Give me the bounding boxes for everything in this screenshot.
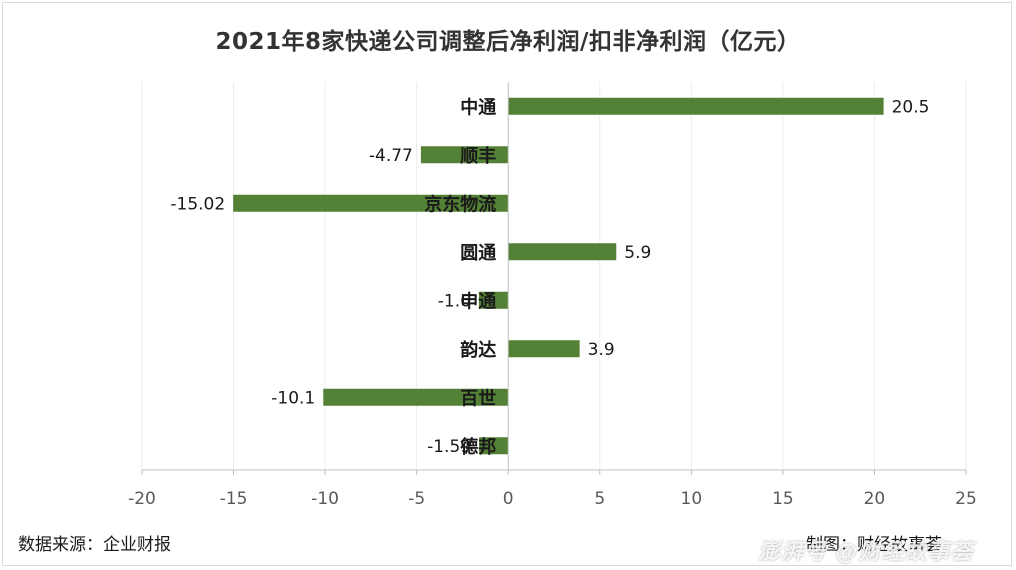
- category-label: 百世: [460, 388, 496, 409]
- data-source-note: 数据来源：企业财报: [18, 535, 171, 555]
- category-label: 中通: [460, 96, 496, 118]
- category-label: 顺丰: [460, 145, 496, 167]
- value-label: 5.9: [624, 243, 651, 263]
- chart-title: 2021年8家快递公司调整后净利润/扣非净利润（亿元）: [215, 29, 801, 55]
- bar: [508, 97, 884, 115]
- watermark: 澎湃号 @财经故事荟: [758, 540, 974, 565]
- category-label: 申通: [460, 290, 496, 312]
- category-label: 京东物流: [424, 193, 496, 215]
- value-label: -1.6: [438, 291, 471, 311]
- bar: [479, 437, 509, 455]
- bar: [323, 388, 509, 406]
- x-tick-label: -5: [408, 489, 425, 509]
- chart-credit: 制图：财经故事荟: [806, 535, 942, 555]
- category-label: 德邦: [460, 436, 496, 458]
- value-labels: 20.5 -4.77 -15.02 5.9 -1.6 3.9 -10.1 -1.59: [170, 97, 929, 457]
- value-label: -10.1: [271, 388, 315, 408]
- bar: [478, 291, 509, 309]
- x-tick-label: -20: [128, 489, 156, 509]
- bar: [420, 146, 509, 164]
- x-tick-label: 5: [594, 489, 605, 509]
- bar: [233, 194, 509, 212]
- bars: [233, 97, 884, 455]
- bar: [508, 243, 617, 261]
- gridlines: [141, 82, 967, 470]
- x-axis-ticks: -20 -15 -10 -5 0 5 10 15 20 25: [128, 470, 977, 509]
- x-tick-label: -15: [220, 489, 248, 509]
- x-tick-label: 20: [864, 489, 886, 509]
- category-label: 韵达: [460, 339, 496, 361]
- value-label: -15.02: [170, 194, 225, 214]
- value-label: -4.77: [369, 146, 413, 166]
- x-tick-label: 15: [772, 489, 794, 509]
- value-label: 3.9: [588, 340, 615, 360]
- x-tick-label: -10: [311, 489, 339, 509]
- x-tick-label: 0: [503, 489, 514, 509]
- category-label: 圆通: [460, 243, 496, 264]
- value-label: -1.59: [427, 437, 471, 457]
- bar: [508, 340, 580, 358]
- x-tick-label: 25: [955, 489, 977, 509]
- x-tick-label: 10: [681, 489, 703, 509]
- value-label: 20.5: [892, 97, 930, 117]
